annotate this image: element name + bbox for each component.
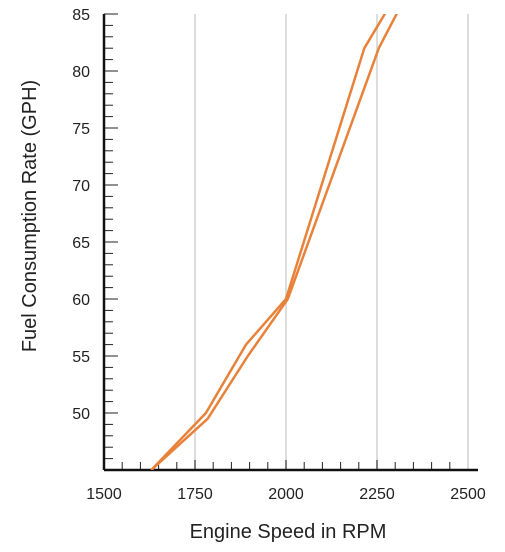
series-line-1	[150, 14, 387, 470]
y-tick-label: 80	[72, 64, 90, 81]
series-layer	[150, 14, 398, 470]
x-tick-label: 1750	[177, 486, 213, 503]
y-tick-label: 65	[72, 235, 90, 252]
x-tick-label: 2500	[450, 486, 486, 503]
y-tick-label: 70	[72, 178, 90, 195]
y-axis-title: Fuel Consumption Rate (GPH)	[19, 80, 41, 352]
y-tick-label: 60	[72, 292, 90, 309]
x-tick-label: 2250	[359, 486, 395, 503]
y-tick-label: 50	[72, 406, 90, 423]
y-tick-label: 55	[72, 349, 90, 366]
series-line-2	[150, 14, 398, 470]
grid-lines	[194, 14, 469, 470]
x-tick-label: 1500	[86, 486, 122, 503]
y-tick-label: 85	[72, 7, 90, 24]
x-axis-title: Engine Speed in RPM	[190, 521, 387, 543]
x-tick-labels: 1500 1750 2000 2250 2500	[86, 486, 486, 503]
y-tick-labels: 50 55 60 65 70 75 80 85	[72, 7, 90, 423]
y-tick-label: 75	[72, 121, 90, 138]
minor-ticks	[104, 13, 451, 470]
x-tick-label: 2000	[268, 486, 304, 503]
